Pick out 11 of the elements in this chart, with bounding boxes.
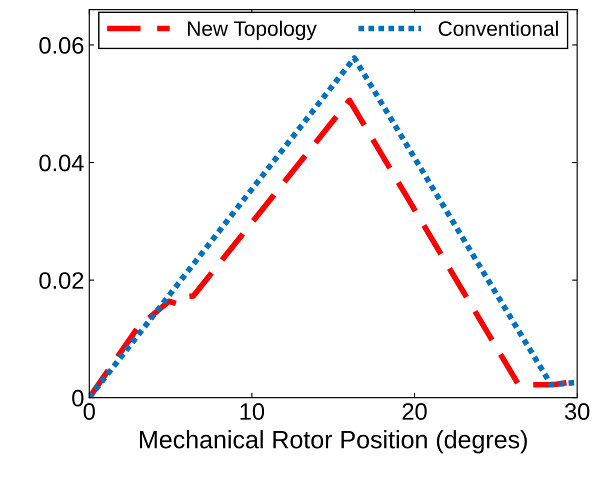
x-tick-label: 10 xyxy=(240,403,264,420)
y-tick-label: 0.06 xyxy=(39,37,84,54)
x-tick-label: 20 xyxy=(402,403,427,420)
legend-label: Conventional xyxy=(438,20,558,36)
legend-label: New Topology xyxy=(188,20,317,40)
x-axis-title: Mechanical Rotor Position (degres) xyxy=(140,430,527,454)
x-tick-label: 30 xyxy=(564,403,590,420)
y-tick-label: 0 xyxy=(72,390,84,406)
y-tick-label: 0.02 xyxy=(39,272,84,289)
x-tick-label: 0 xyxy=(84,403,95,420)
y-tick-label: 0.04 xyxy=(39,154,84,172)
